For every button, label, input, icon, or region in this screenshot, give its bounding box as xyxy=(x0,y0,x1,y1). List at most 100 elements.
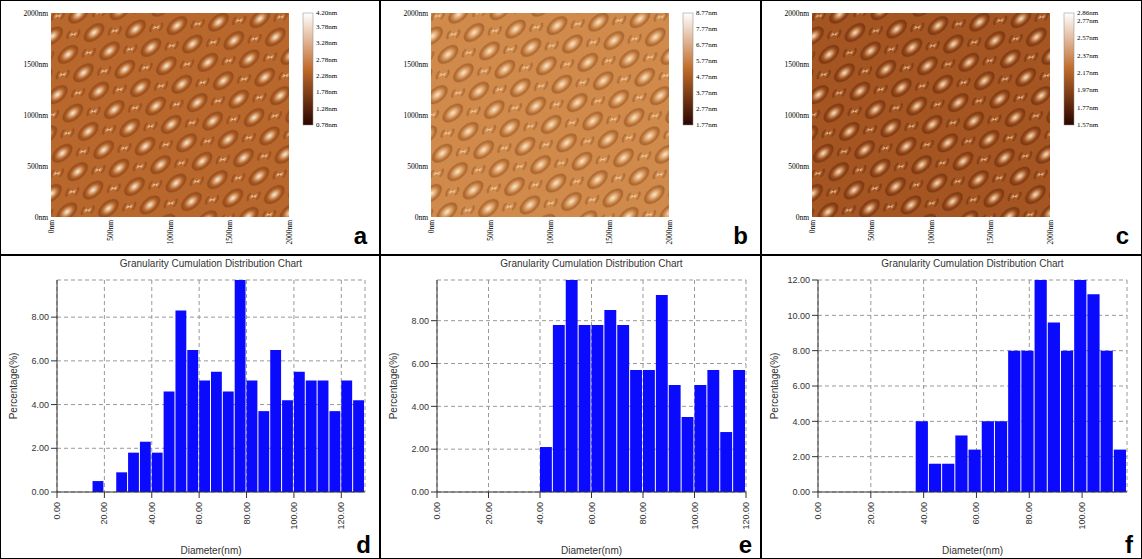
svg-text:100.00: 100.00 xyxy=(289,502,299,530)
svg-text:Percentage(%): Percentage(%) xyxy=(388,353,399,420)
svg-text:100.00: 100.00 xyxy=(690,502,700,530)
svg-text:0.00: 0.00 xyxy=(411,487,429,497)
svg-text:0nm: 0nm xyxy=(427,220,436,234)
svg-text:2.57nm: 2.57nm xyxy=(1077,34,1099,42)
svg-text:6.77nm: 6.77nm xyxy=(696,41,718,49)
html-text:Granularity Cumulation Distrib: Granularity Cumulation Distribution Char… xyxy=(119,258,303,269)
svg-text:10.00: 10.00 xyxy=(787,311,810,321)
svg-text:1.28nm: 1.28nm xyxy=(316,105,338,113)
svg-text:0.00: 0.00 xyxy=(792,487,810,497)
svg-text:0.78nm: 0.78nm xyxy=(316,121,338,129)
svg-text:60.00: 60.00 xyxy=(971,502,981,525)
svg-text:20.00: 20.00 xyxy=(866,502,876,525)
svg-text:20.00: 20.00 xyxy=(99,502,109,525)
svg-text:60.00: 60.00 xyxy=(194,502,204,525)
svg-text:1.77nm: 1.77nm xyxy=(1077,104,1099,112)
svg-text:1000nm: 1000nm xyxy=(166,220,175,245)
svg-text:5.77nm: 5.77nm xyxy=(696,57,718,65)
svg-text:0nm: 0nm xyxy=(808,220,817,234)
svg-text:500nm: 500nm xyxy=(407,162,428,171)
svg-text:1.77nm: 1.77nm xyxy=(696,121,718,129)
svg-text:1000nm: 1000nm xyxy=(403,111,428,120)
svg-text:8.00: 8.00 xyxy=(411,316,429,326)
svg-text:0.00: 0.00 xyxy=(432,502,442,520)
svg-text:8.00: 8.00 xyxy=(792,346,810,356)
svg-text:60.00: 60.00 xyxy=(587,502,597,525)
svg-text:1000nm: 1000nm xyxy=(784,111,809,120)
svg-text:3.77nm: 3.77nm xyxy=(696,89,718,97)
svg-text:500nm: 500nm xyxy=(486,220,495,241)
svg-text:120.00: 120.00 xyxy=(741,502,751,530)
svg-text:2000nm: 2000nm xyxy=(285,220,294,245)
svg-text:2.37nm: 2.37nm xyxy=(1077,52,1099,60)
svg-text:500nm: 500nm xyxy=(106,220,115,241)
svg-text:8.77nm: 8.77nm xyxy=(696,9,718,17)
svg-text:1000nm: 1000nm xyxy=(546,220,555,245)
svg-text:c: c xyxy=(1116,222,1129,249)
svg-text:500nm: 500nm xyxy=(788,162,809,171)
svg-text:Percentage(%): Percentage(%) xyxy=(8,353,19,420)
svg-text:1500nm: 1500nm xyxy=(986,220,995,245)
svg-text:Diameter(nm): Diameter(nm) xyxy=(942,545,1003,556)
svg-text:100.00: 100.00 xyxy=(1077,502,1087,530)
svg-text:500nm: 500nm xyxy=(27,162,48,171)
svg-text:2000nm: 2000nm xyxy=(23,9,48,18)
svg-text:120.00: 120.00 xyxy=(336,502,346,530)
svg-text:2000nm: 2000nm xyxy=(784,9,809,18)
svg-text:40.00: 40.00 xyxy=(919,502,929,525)
svg-text:b: b xyxy=(733,222,748,249)
svg-text:4.00: 4.00 xyxy=(792,417,810,427)
svg-text:1000nm: 1000nm xyxy=(23,111,48,120)
svg-text:2.00: 2.00 xyxy=(411,444,429,454)
svg-text:0nm: 0nm xyxy=(47,220,56,234)
svg-text:2000nm: 2000nm xyxy=(403,9,428,18)
svg-text:0.00: 0.00 xyxy=(813,502,823,520)
svg-text:2.77nm: 2.77nm xyxy=(696,105,718,113)
svg-text:1000nm: 1000nm xyxy=(927,220,936,245)
svg-text:80.00: 80.00 xyxy=(1024,502,1034,525)
svg-text:1.78nm: 1.78nm xyxy=(316,88,338,96)
svg-text:1500nm: 1500nm xyxy=(403,60,428,69)
svg-text:80.00: 80.00 xyxy=(242,502,252,525)
svg-text:20.00: 20.00 xyxy=(484,502,494,525)
svg-text:2.00: 2.00 xyxy=(31,443,49,453)
svg-text:2.86nm: 2.86nm xyxy=(1077,9,1099,17)
svg-text:2000nm: 2000nm xyxy=(1046,220,1055,245)
svg-text:4.00: 4.00 xyxy=(411,402,429,412)
svg-text:0.00: 0.00 xyxy=(52,502,62,520)
svg-text:2.28nm: 2.28nm xyxy=(316,72,338,80)
svg-text:0.00: 0.00 xyxy=(31,487,49,497)
svg-text:4.77nm: 4.77nm xyxy=(696,73,718,81)
svg-text:12.00: 12.00 xyxy=(787,275,810,285)
svg-text:6.00: 6.00 xyxy=(411,359,429,369)
svg-text:6.00: 6.00 xyxy=(792,381,810,391)
svg-text:1.57nm: 1.57nm xyxy=(1077,121,1099,129)
svg-text:500nm: 500nm xyxy=(867,220,876,241)
svg-text:1500nm: 1500nm xyxy=(23,60,48,69)
svg-text:2000nm: 2000nm xyxy=(665,220,674,245)
svg-text:3.28nm: 3.28nm xyxy=(316,39,338,47)
svg-text:40.00: 40.00 xyxy=(535,502,545,525)
svg-text:2.78nm: 2.78nm xyxy=(316,56,338,64)
svg-text:Diameter(nm): Diameter(nm) xyxy=(561,545,622,556)
svg-text:4.20nm: 4.20nm xyxy=(316,9,338,17)
svg-text:1500nm: 1500nm xyxy=(784,60,809,69)
svg-text:80.00: 80.00 xyxy=(638,502,648,525)
svg-text:1.97nm: 1.97nm xyxy=(1077,86,1099,94)
svg-text:1500nm: 1500nm xyxy=(605,220,614,245)
svg-text:2.00: 2.00 xyxy=(792,452,810,462)
svg-text:8.00: 8.00 xyxy=(31,312,49,322)
svg-text:a: a xyxy=(354,222,368,249)
svg-text:2.77nm: 2.77nm xyxy=(1077,17,1099,25)
svg-text:6.00: 6.00 xyxy=(31,356,49,366)
svg-text:Diameter(nm): Diameter(nm) xyxy=(180,545,241,556)
html-text:e: e xyxy=(738,531,752,558)
svg-text:Percentage(%): Percentage(%) xyxy=(769,353,780,420)
svg-text:4.00: 4.00 xyxy=(31,400,49,410)
svg-text:2.17nm: 2.17nm xyxy=(1077,69,1099,77)
svg-text:40.00: 40.00 xyxy=(147,502,157,525)
svg-text:1500nm: 1500nm xyxy=(225,220,234,245)
svg-text:3.78nm: 3.78nm xyxy=(316,23,338,31)
html-text:d: d xyxy=(356,531,371,558)
svg-text:7.77nm: 7.77nm xyxy=(696,25,718,33)
